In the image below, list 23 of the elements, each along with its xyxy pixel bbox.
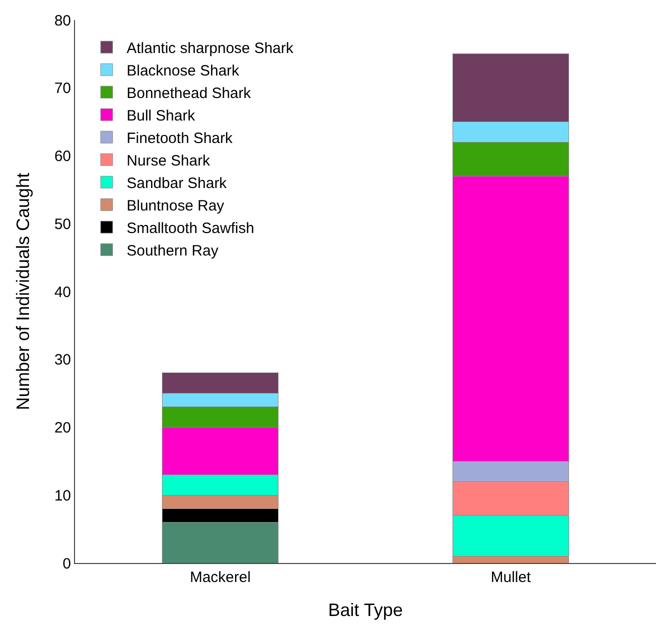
legend-label: Bonnethead Shark [126,84,252,102]
y-tick-label: 10 [54,487,71,504]
x-tick-label: Mackerel [190,569,251,586]
legend-label: Bull Shark [126,107,196,124]
x-axis-title: Bait Type [328,600,403,620]
y-tick-label: 60 [54,148,71,165]
legend-label: Nurse Shark [126,152,210,170]
legend-label: Smalltooth Sawfish [126,220,254,237]
y-tick-label: 40 [54,284,71,301]
y-tick-label: 80 [54,12,71,30]
y-tick-label: 30 [54,352,71,369]
legend-label: Atlantic sharpnose Shark [126,40,294,57]
legend-label: Sandbar Shark [126,174,228,192]
y-tick-label: 20 [54,420,71,436]
legend-label: Southern Ray [126,242,219,260]
legend-label: Blacknose Shark [126,62,240,80]
y-axis-title: Number of Individuals Caught [13,172,33,410]
y-tick-label: 0 [62,555,71,572]
x-tick-label: Mullet [490,569,532,586]
y-tick-label: 50 [54,216,71,233]
y-tick-label: 70 [54,80,71,98]
legend-label: Finetooth Shark [126,130,234,147]
legend-label: Bluntnose Ray [126,197,225,214]
